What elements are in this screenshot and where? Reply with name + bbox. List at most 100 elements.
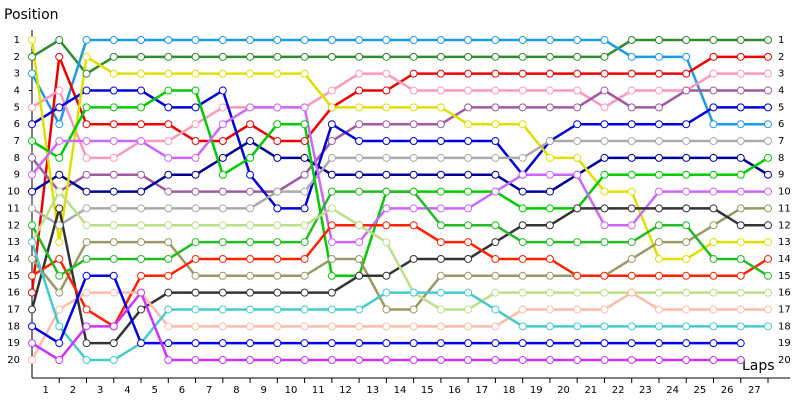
series-line (31, 72, 768, 160)
point (764, 52, 772, 61)
point (600, 103, 609, 112)
x-tick-label: 6 (179, 385, 185, 396)
point (600, 137, 609, 146)
point (355, 86, 364, 95)
point (464, 271, 473, 280)
series-line (31, 224, 769, 329)
point (600, 356, 609, 364)
point (246, 52, 255, 61)
point (627, 204, 636, 213)
point (573, 52, 582, 61)
point (654, 170, 663, 179)
series-line (30, 189, 768, 311)
point (764, 221, 772, 230)
point (300, 52, 309, 61)
point (736, 254, 745, 263)
point (409, 69, 418, 78)
point (355, 120, 364, 129)
point (55, 288, 64, 297)
point (627, 238, 636, 247)
point (436, 153, 445, 162)
point (273, 238, 282, 247)
point (164, 69, 173, 78)
point (654, 254, 663, 263)
point (191, 339, 200, 348)
point (436, 52, 445, 61)
point (709, 120, 718, 129)
point (164, 221, 173, 230)
point (736, 305, 745, 314)
point (436, 339, 445, 348)
y-tick-label: 18 (7, 321, 20, 332)
point (654, 69, 663, 78)
point (573, 322, 582, 331)
point (682, 356, 691, 364)
point (109, 86, 118, 95)
point (464, 356, 473, 364)
point (327, 86, 336, 95)
point (764, 187, 772, 196)
y-tick-label-right: 3 (778, 69, 784, 80)
point (191, 120, 200, 129)
point (82, 103, 91, 112)
point (246, 187, 255, 196)
point (109, 339, 118, 348)
series-line (31, 139, 768, 227)
point (28, 305, 36, 314)
point (191, 322, 200, 331)
point (491, 221, 500, 230)
point (545, 356, 554, 364)
point (327, 204, 336, 213)
point (164, 288, 173, 297)
x-tick-label: 22 (612, 385, 625, 396)
series-line (30, 39, 768, 261)
x-tick-label: 2 (70, 385, 76, 396)
point (464, 254, 473, 263)
point (436, 305, 445, 314)
point (764, 120, 772, 129)
point (246, 322, 255, 331)
point (137, 36, 146, 44)
point (764, 204, 772, 213)
point (436, 356, 445, 364)
point (28, 221, 36, 230)
point (736, 288, 745, 297)
y-tick-label: 19 (7, 338, 20, 349)
point (246, 221, 255, 230)
y-tick-label-right: 20 (778, 355, 791, 366)
point (55, 187, 64, 196)
point (600, 305, 609, 314)
point (545, 305, 554, 314)
point (28, 187, 36, 196)
point (137, 254, 146, 263)
point (518, 69, 527, 78)
point (491, 322, 500, 331)
point (736, 238, 745, 247)
point (382, 238, 391, 247)
point (409, 322, 418, 331)
point (518, 120, 527, 129)
point (273, 69, 282, 78)
point (545, 52, 554, 61)
point (682, 52, 691, 61)
point (28, 103, 36, 112)
point (518, 305, 527, 314)
point (654, 288, 663, 297)
point (600, 69, 609, 78)
point (436, 69, 445, 78)
point (736, 187, 745, 196)
point (573, 204, 582, 213)
series-line (31, 139, 769, 193)
point (682, 137, 691, 146)
point (164, 254, 173, 263)
point (382, 52, 391, 61)
point (464, 339, 473, 348)
point (764, 103, 772, 112)
point (218, 356, 227, 364)
point (164, 52, 173, 61)
point (300, 120, 309, 129)
point (246, 254, 255, 263)
point (137, 221, 146, 230)
point (573, 153, 582, 162)
point (464, 120, 473, 129)
